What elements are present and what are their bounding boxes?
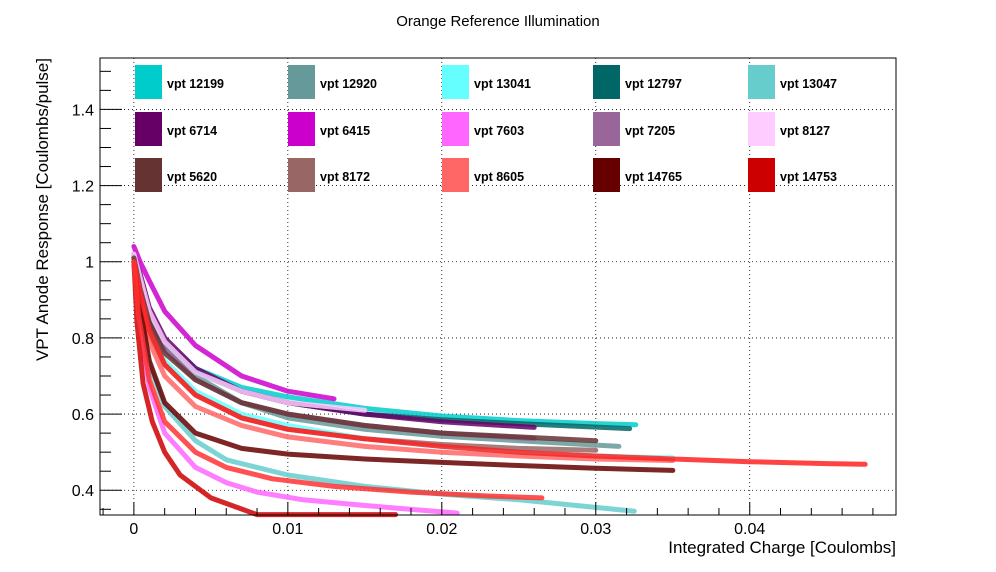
- plot-frame: [99, 57, 897, 516]
- series-vpt-6415: [131, 244, 337, 402]
- legend-label: vpt 13041: [474, 77, 531, 91]
- legend-label: vpt 6714: [167, 124, 217, 138]
- legend-swatch: [135, 65, 162, 99]
- legend-label: vpt 12797: [625, 77, 682, 91]
- legend-swatch: [748, 112, 775, 146]
- x-tick-label: 0.01: [272, 521, 303, 538]
- legend-label: vpt 7205: [625, 124, 675, 138]
- legend-label: vpt 13047: [780, 77, 837, 91]
- legend: vpt 12199 vpt 12920 vpt 13041 vpt 12797 vpt …: [135, 65, 837, 192]
- series-vpt-8127: [131, 251, 368, 413]
- y-tick-label: 1: [85, 255, 94, 272]
- legend-swatch: [288, 112, 315, 146]
- legend-swatch: [748, 65, 775, 99]
- axes: 0 0.01 0.02 0.03 0.04 0.4 0.6 0.8 1 1.2 1.4: [72, 70, 874, 538]
- legend-swatch: [442, 65, 469, 99]
- legend-label: vpt 6415: [320, 124, 370, 138]
- series-vpt-8605: [131, 259, 676, 463]
- legend-label: vpt 5620: [167, 170, 217, 184]
- legend-label: vpt 8172: [320, 170, 370, 184]
- series-unlabeled-15: [131, 259, 868, 467]
- legend-swatch: [593, 65, 620, 99]
- legend-label: vpt 12920: [320, 77, 377, 91]
- series-vpt-14765: [131, 259, 676, 473]
- series-unlabeled-16: [131, 259, 545, 501]
- legend-swatch: [442, 112, 469, 146]
- legend-label: vpt 14765: [625, 170, 682, 184]
- legend-label: vpt 7603: [474, 124, 524, 138]
- x-tick-label: 0.04: [734, 521, 765, 538]
- y-tick-label: 0.8: [72, 331, 94, 348]
- legend-swatch: [442, 158, 469, 192]
- y-tick-label: 0.4: [72, 483, 94, 500]
- x-tick-label: 0.03: [580, 521, 611, 538]
- legend-swatch: [593, 112, 620, 146]
- legend-swatch: [748, 158, 775, 192]
- legend-swatch: [135, 158, 162, 192]
- legend-swatch: [288, 65, 315, 99]
- legend-label: vpt 8605: [474, 170, 524, 184]
- y-tick-label: 0.6: [72, 407, 94, 424]
- y-tick-label: 1.4: [72, 102, 94, 119]
- chart-title: Orange Reference Illumination: [396, 13, 599, 30]
- legend-swatch: [593, 158, 620, 192]
- x-tick-label: 0: [129, 521, 138, 538]
- x-tick-label: 0.02: [426, 521, 457, 538]
- legend-swatch: [135, 112, 162, 146]
- legend-label: vpt 14753: [780, 170, 837, 184]
- legend-label: vpt 12199: [167, 77, 224, 91]
- x-axis-label: Integrated Charge [Coulombs]: [668, 538, 896, 557]
- y-axis-label: VPT Anode Response [Coulombs/pulse]: [33, 58, 52, 361]
- y-tick-label: 1.2: [72, 179, 94, 196]
- legend-label: vpt 8127: [780, 124, 830, 138]
- series-layer: [131, 244, 868, 518]
- legend-swatch: [288, 158, 315, 192]
